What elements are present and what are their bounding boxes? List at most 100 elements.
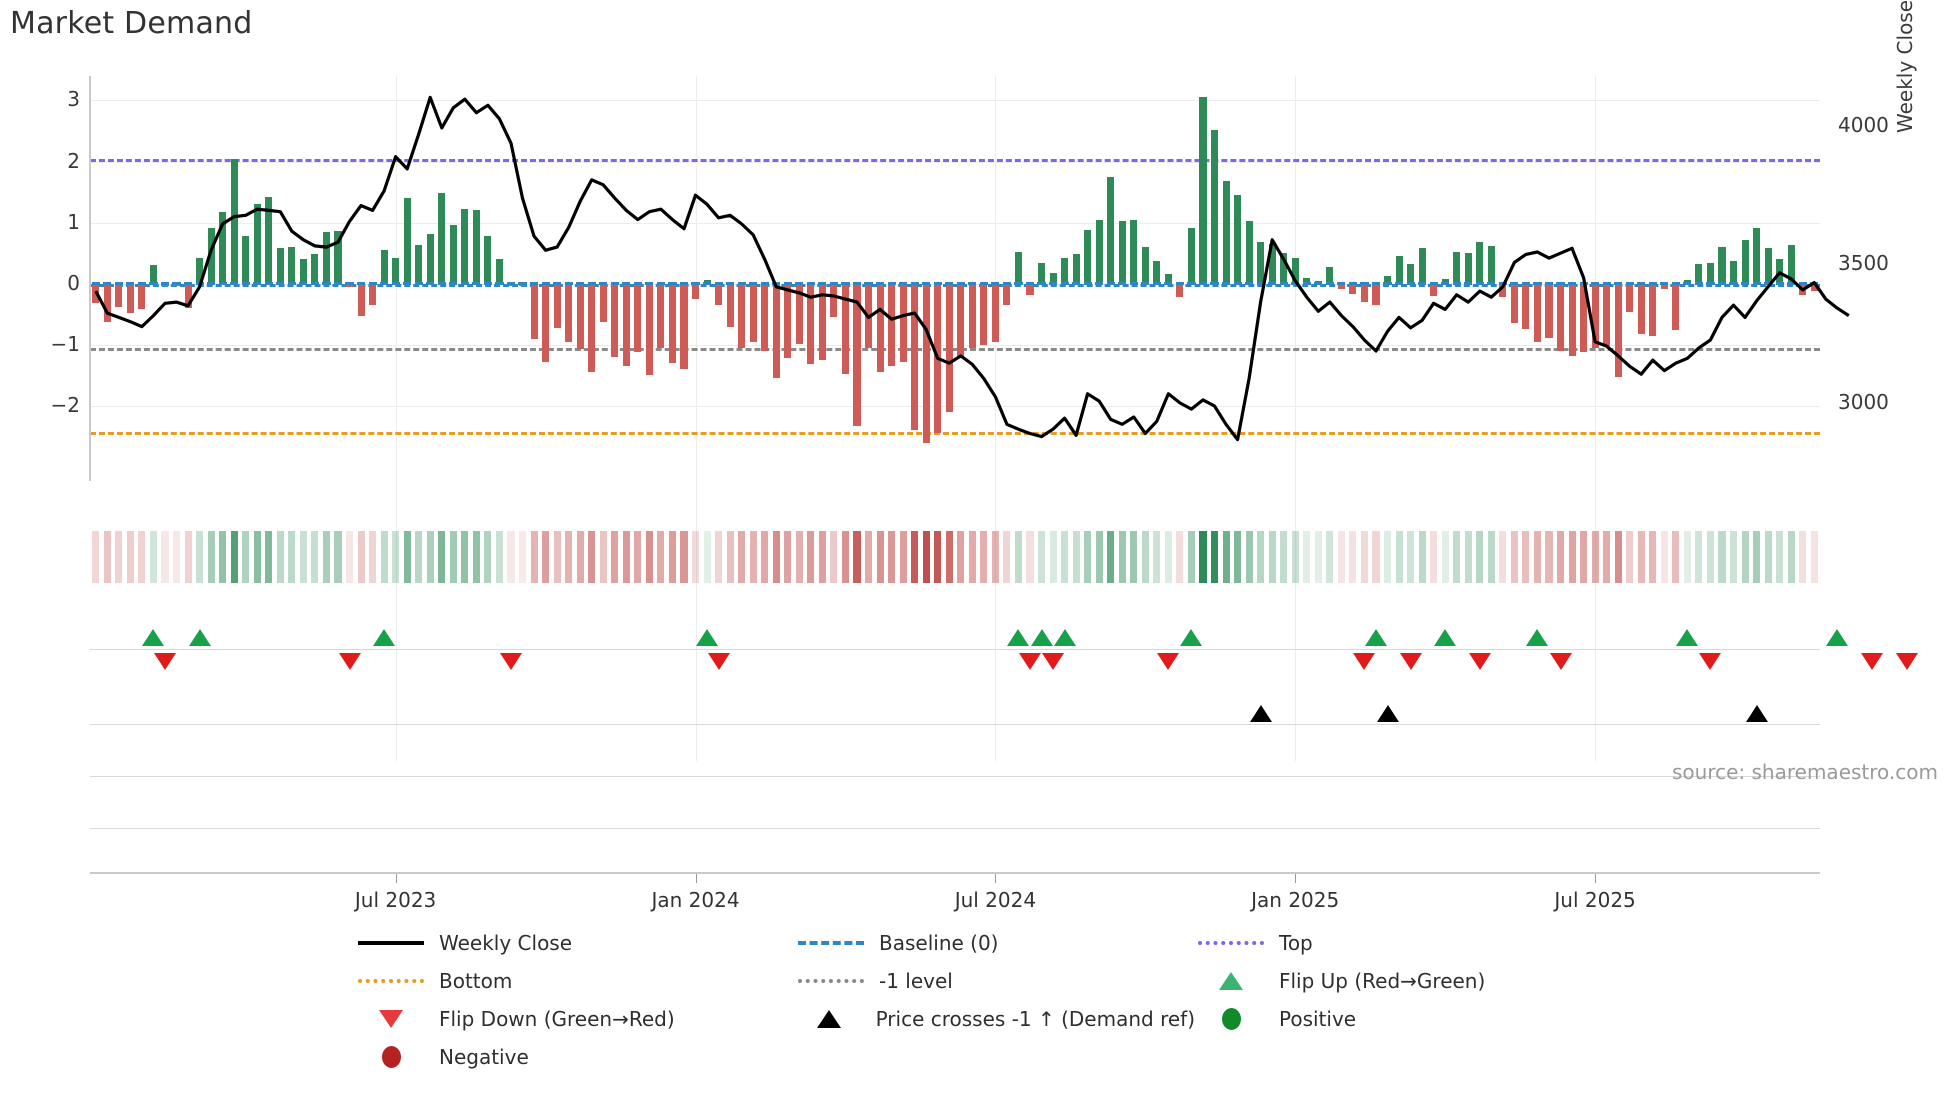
baseline-cap [553,282,562,286]
flip-up-marker [1007,629,1030,646]
baseline-cap [472,282,481,286]
baseline-cap [1037,282,1046,286]
demand-bar [426,233,434,284]
baseline-cap [587,282,596,286]
baseline-cap [876,282,885,286]
heat-cell [1257,531,1265,583]
baseline-cap [126,282,135,286]
heat-cell [1706,531,1715,583]
heat-cell [1061,531,1069,583]
baseline-cap [1787,282,1796,286]
baseline-cap [633,282,642,286]
baseline-cap [841,282,850,286]
heat-cell [196,531,204,583]
demand-bar [230,158,238,284]
baseline-cap [460,282,469,286]
heat-cell [1533,531,1542,583]
baseline-cap [160,282,170,286]
legend-item-negative[interactable]: Negative [355,1038,795,1076]
demand-bar [1591,283,1599,348]
baseline-cap [103,282,112,286]
baseline-cap [91,282,100,286]
heat-cell [345,531,354,583]
demand-bar [1753,227,1761,284]
legend-item-top[interactable]: Top [1195,924,1313,962]
legend-label: Negative [439,1045,529,1069]
baseline-cap [1014,282,1023,286]
heat-cell [449,531,457,583]
baseline-cap [1222,282,1231,286]
heat-cell [311,531,319,583]
dotted-line-icon [1195,941,1267,945]
demand-bar [276,248,284,284]
heat-cell [438,531,446,583]
demand-bar [715,283,723,306]
baseline-cap [760,282,769,286]
legend-item-price-cross[interactable]: Price crosses -1 ↑ (Demand ref) [795,1000,1195,1038]
heat-cell [299,531,307,583]
heat-cell [1072,531,1080,583]
heat-cell [784,531,792,583]
demand-bar [830,283,838,318]
gridline-vertical [1295,76,1297,761]
demand-bar [299,259,307,284]
demand-bar [1326,266,1334,284]
baseline-cap [114,282,123,286]
demand-bar [1522,283,1530,329]
baseline-cap [1025,282,1035,286]
heat-cell [957,531,965,583]
demand-bar [668,283,677,364]
baseline-cap [1694,282,1703,286]
demand-bar [738,283,746,348]
baseline-cap [956,282,965,286]
demand-bar [103,283,111,322]
legend-item-flip-down[interactable]: Flip Down (Green→Red) [355,1000,795,1038]
baseline-cap [1741,282,1750,286]
demand-bar [484,236,492,284]
baseline-cap [253,282,262,286]
legend-item-baseline[interactable]: Baseline (0) [795,924,1195,962]
heat-cell [1222,531,1230,583]
baseline-cap [1152,282,1161,286]
demand-bar [1084,230,1092,284]
heat-cell [1695,531,1703,583]
demand-bar [1234,195,1242,284]
marker-row-axis [90,776,1820,777]
flip-down-marker [1549,653,1572,670]
solid-line-icon [355,941,427,945]
legend-item-bottom[interactable]: Bottom [355,962,795,1000]
heat-cell [265,531,273,583]
demand-bar [1245,221,1253,284]
x-axis-line [90,872,1820,874]
heat-cell [888,531,896,583]
baseline-cap [656,282,665,286]
demand-bar [1314,280,1322,284]
flip-down-marker [1353,653,1376,670]
flip-down-marker [707,653,730,670]
heat-cell [219,531,227,583]
heat-cell [1487,531,1495,583]
flip-up-marker [142,629,165,646]
baseline-cap [241,282,250,286]
legend-item-weekly-close[interactable]: Weekly Close [355,924,795,962]
price-cross-marker [1376,705,1399,722]
legend-item-minus1-level[interactable]: -1 level [795,962,1195,1000]
baseline-cap [414,282,423,286]
demand-bar [1199,97,1207,284]
demand-bar [1729,260,1738,284]
baseline-cap [426,282,435,286]
baseline-cap [1233,282,1242,286]
heat-cell [726,531,734,583]
legend-item-positive[interactable]: Positive [1195,1000,1356,1038]
legend-item-flip-up[interactable]: Flip Up (Red→Green) [1195,962,1485,1000]
demand-bar [542,283,550,362]
y-tick-right: 3000 [1838,389,1889,414]
baseline-cap [172,282,181,286]
heat-cell [115,531,123,583]
flip-up-marker [188,629,211,646]
demand-panel [90,76,1850,761]
baseline-cap [1418,282,1427,286]
heat-cell [622,531,630,583]
triangle-down-icon [355,1010,427,1028]
heat-cell [484,531,492,583]
